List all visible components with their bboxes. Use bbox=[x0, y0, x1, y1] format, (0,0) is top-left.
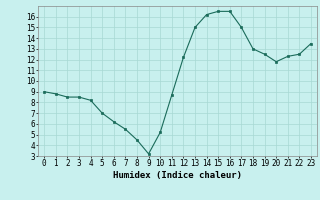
X-axis label: Humidex (Indice chaleur): Humidex (Indice chaleur) bbox=[113, 171, 242, 180]
